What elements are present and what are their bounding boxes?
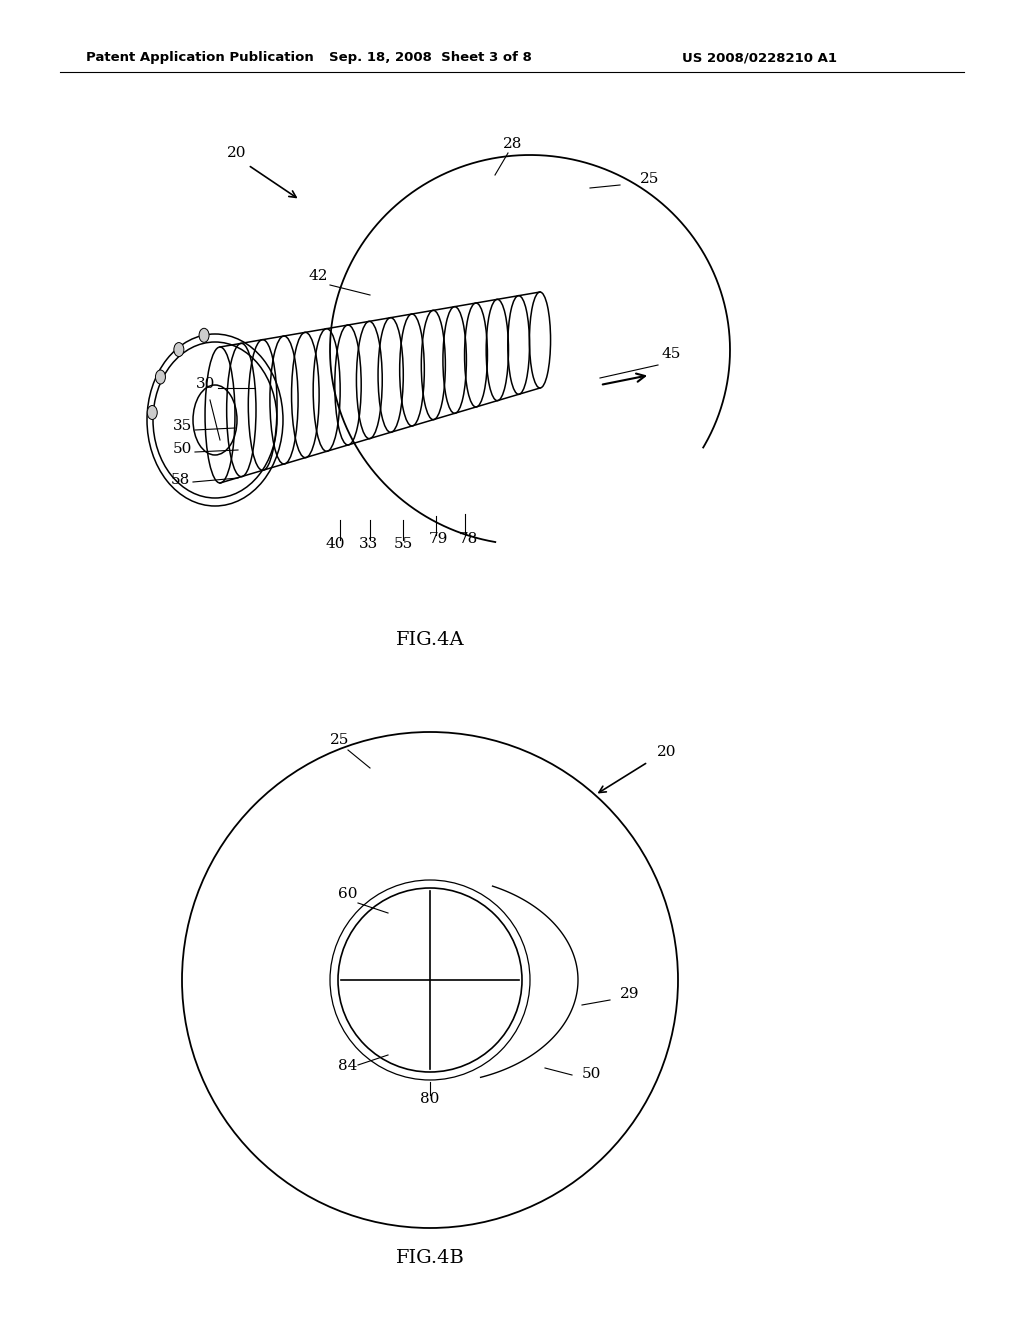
- Text: 50: 50: [172, 442, 191, 455]
- Text: 25: 25: [640, 172, 659, 186]
- Text: Sep. 18, 2008  Sheet 3 of 8: Sep. 18, 2008 Sheet 3 of 8: [329, 51, 531, 65]
- Text: 20: 20: [657, 744, 677, 759]
- Ellipse shape: [174, 343, 184, 356]
- Text: 45: 45: [662, 347, 681, 360]
- Text: 29: 29: [620, 987, 640, 1001]
- Text: 30: 30: [197, 378, 216, 391]
- Text: 60: 60: [338, 887, 357, 902]
- Text: US 2008/0228210 A1: US 2008/0228210 A1: [683, 51, 838, 65]
- Text: Patent Application Publication: Patent Application Publication: [86, 51, 314, 65]
- Ellipse shape: [156, 370, 166, 384]
- Text: 42: 42: [308, 269, 328, 282]
- Text: 58: 58: [170, 473, 189, 487]
- Text: 35: 35: [172, 418, 191, 433]
- Ellipse shape: [199, 329, 209, 342]
- Text: 84: 84: [338, 1059, 357, 1073]
- Text: 78: 78: [459, 532, 477, 546]
- Text: 55: 55: [393, 537, 413, 550]
- Text: 50: 50: [582, 1067, 601, 1081]
- Text: 20: 20: [227, 147, 247, 160]
- Text: 28: 28: [504, 137, 522, 150]
- Ellipse shape: [147, 405, 158, 420]
- Text: 80: 80: [420, 1092, 439, 1106]
- Text: 25: 25: [331, 733, 349, 747]
- Text: 79: 79: [428, 532, 447, 546]
- Text: FIG.4B: FIG.4B: [395, 1249, 465, 1267]
- Text: 40: 40: [326, 537, 345, 550]
- Text: FIG.4A: FIG.4A: [395, 631, 464, 649]
- Text: 33: 33: [358, 537, 378, 550]
